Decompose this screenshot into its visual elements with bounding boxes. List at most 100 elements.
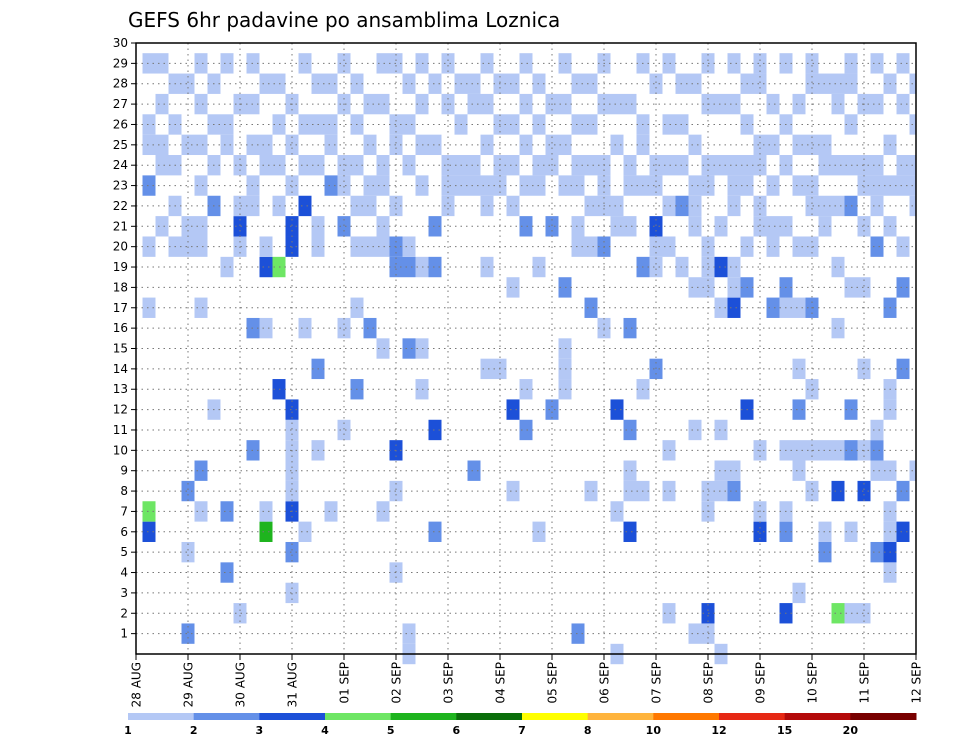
- x-tick-label: 06 SEP: [598, 662, 612, 704]
- precip-cell: [870, 195, 884, 217]
- precip-cell: [220, 114, 234, 135]
- precip-cell: [402, 155, 416, 176]
- precip-cell: [337, 53, 351, 74]
- precip-cell: [142, 114, 156, 135]
- y-tick-label: 12: [113, 403, 128, 417]
- precip-cell: [376, 216, 390, 237]
- grid-lines: [136, 43, 916, 654]
- precip-cell: [727, 460, 741, 481]
- precip-cell: [766, 134, 780, 156]
- precip-cell: [870, 53, 884, 74]
- precip-cell: [428, 256, 442, 278]
- precip-cell: [610, 195, 624, 217]
- precip-cell: [181, 216, 195, 237]
- precip-cell: [402, 338, 416, 359]
- colorbar-label: 2: [190, 724, 198, 737]
- precip-cell: [857, 216, 871, 237]
- precip-cell: [142, 134, 156, 156]
- precipitation-cells: [142, 53, 916, 665]
- precip-cell: [181, 541, 195, 563]
- precip-cell: [194, 297, 208, 318]
- y-tick-label: 6: [120, 525, 128, 539]
- colorbar-label: 6: [453, 724, 461, 737]
- precip-cell: [519, 53, 533, 74]
- precip-cell: [623, 480, 637, 502]
- precip-cell: [805, 175, 819, 196]
- precip-cell: [142, 521, 156, 542]
- colorbar-label: 4: [321, 724, 329, 737]
- y-tick-label: 10: [113, 443, 128, 457]
- colorbar-label: 3: [256, 724, 264, 737]
- precip-cell: [649, 175, 663, 196]
- precip-cell: [285, 541, 299, 563]
- precip-cell: [766, 297, 780, 318]
- precip-cell: [610, 501, 624, 522]
- precip-cell: [142, 297, 156, 318]
- precip-cell: [792, 297, 806, 318]
- precip-cell: [727, 256, 741, 278]
- precip-cell: [519, 175, 533, 196]
- precip-cell: [831, 256, 845, 278]
- precip-cell: [376, 93, 390, 115]
- precip-cell: [402, 114, 416, 135]
- precip-cell: [155, 93, 169, 115]
- precip-cell: [831, 73, 845, 94]
- precip-cell: [766, 236, 780, 257]
- precip-cell: [467, 460, 481, 481]
- precip-cell: [714, 460, 728, 481]
- y-tick-label: 29: [113, 56, 128, 70]
- precip-cell: [428, 521, 442, 542]
- precip-cell: [441, 195, 455, 217]
- precip-cell: [480, 134, 494, 156]
- precip-cell: [363, 236, 377, 257]
- precip-cell: [610, 216, 624, 237]
- precip-cell: [727, 195, 741, 217]
- precip-cell: [610, 93, 624, 115]
- precip-cell: [831, 93, 845, 115]
- precip-cell: [298, 114, 312, 135]
- precip-cell: [233, 603, 247, 624]
- precip-cell: [662, 440, 676, 461]
- precip-cell: [376, 175, 390, 196]
- precip-cell: [480, 358, 494, 380]
- precip-cell: [519, 379, 533, 400]
- precip-cell: [727, 297, 741, 318]
- precip-cell: [831, 317, 845, 339]
- precip-cell: [896, 155, 910, 176]
- precip-cell: [896, 521, 910, 542]
- precip-cell: [285, 399, 299, 420]
- precip-cell: [714, 480, 728, 502]
- y-tick-label: 14: [113, 362, 128, 376]
- y-tick-label: 5: [120, 545, 128, 559]
- precip-cell: [428, 73, 442, 94]
- x-tick-label: 30 AUG: [234, 662, 248, 707]
- precip-cell: [714, 93, 728, 115]
- precip-cell: [324, 501, 338, 522]
- precip-cell: [649, 256, 663, 278]
- precip-cell: [870, 541, 884, 563]
- precip-cell: [181, 623, 195, 644]
- x-tick-label: 10 SEP: [806, 662, 820, 704]
- precip-cell: [623, 317, 637, 339]
- precip-cell: [363, 317, 377, 339]
- y-tick-label: 4: [120, 566, 128, 580]
- precip-cell: [792, 358, 806, 380]
- precip-cell: [441, 53, 455, 74]
- precip-cell: [727, 175, 741, 196]
- precip-cell: [662, 114, 676, 135]
- precip-cell: [259, 256, 273, 278]
- colorbar-label: 20: [843, 724, 859, 737]
- precip-cell: [480, 175, 494, 196]
- y-tick-label: 26: [113, 117, 128, 131]
- precip-cell: [792, 236, 806, 257]
- colorbar-swatch: [390, 713, 457, 720]
- precip-cell: [792, 399, 806, 420]
- precip-cell: [545, 399, 559, 420]
- x-tick-label: 08 SEP: [702, 662, 716, 704]
- precip-cell: [376, 338, 390, 359]
- precip-cell: [194, 460, 208, 481]
- precip-cell: [688, 195, 702, 217]
- precip-cell: [649, 73, 663, 94]
- precip-cell: [714, 256, 728, 278]
